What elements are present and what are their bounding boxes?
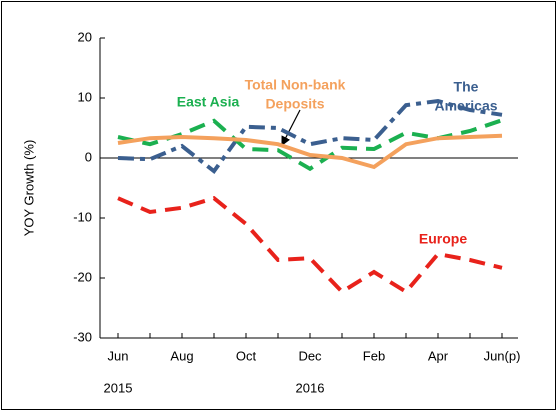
- y-tick-label: 20: [78, 29, 92, 44]
- series-line: [117, 118, 503, 172]
- series-label: The: [454, 79, 479, 95]
- series-label: East Asia: [177, 94, 240, 110]
- series-label: Americas: [434, 98, 497, 114]
- annotation-arrow: [281, 109, 301, 147]
- x-tick-label: Apr: [428, 348, 449, 363]
- x-tick-label: Feb: [363, 348, 385, 363]
- x-tick-label: Dec: [298, 348, 322, 363]
- y-tick-label: 0: [85, 149, 92, 164]
- x-tick-label: Aug: [170, 348, 193, 363]
- series-line: [117, 133, 503, 170]
- x-tick-label: Jun(p): [484, 348, 521, 363]
- y-axis-label: YOY Growth (%): [21, 140, 36, 237]
- series-label: Deposits: [265, 96, 324, 112]
- series-label: Europe: [419, 231, 467, 247]
- y-tick-label: 10: [78, 89, 92, 104]
- y-tick-label: -30: [73, 329, 92, 344]
- year-label: 2015: [104, 380, 133, 395]
- y-tick-label: -20: [73, 269, 92, 284]
- chart-frame: [1, 1, 556, 410]
- x-tick-label: Oct: [236, 348, 257, 363]
- series-line: [117, 98, 503, 175]
- y-tick-label: -10: [73, 209, 92, 224]
- x-tick-label: Jun: [108, 348, 129, 363]
- series-label: Total Non-bank: [245, 77, 346, 93]
- year-label: 2016: [296, 380, 325, 395]
